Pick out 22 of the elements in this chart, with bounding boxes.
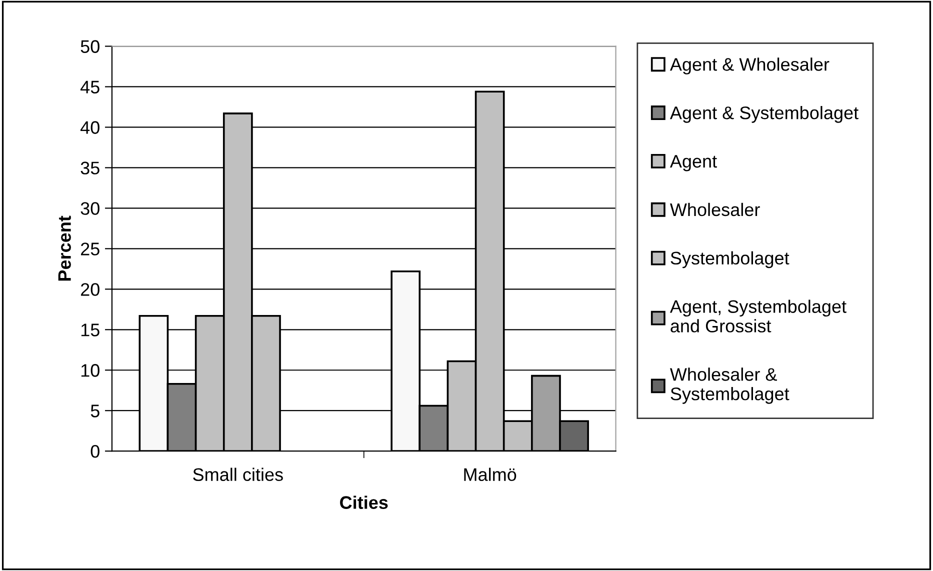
y-tick-label: 20 (80, 283, 100, 296)
y-axis-title: Percent (58, 216, 71, 281)
x-tick-label: Malmö (464, 468, 516, 482)
y-tick-label: 50 (80, 40, 100, 53)
legend-label: Wholesaler & Systembolaget (670, 368, 790, 404)
legend-label: Agent & Systembolaget (670, 106, 858, 123)
y-tick-label: 30 (80, 202, 100, 215)
legend-label: Agent (670, 155, 717, 172)
y-tick-label: 15 (81, 324, 100, 336)
x-axis-title: Cities (340, 496, 388, 509)
legend-label: Wholesaler (670, 202, 760, 216)
y-tick-label: 45 (80, 80, 100, 94)
y-tick-label: 40 (80, 121, 100, 134)
legend-label: Agent & Wholesaler (670, 58, 830, 74)
y-tick-label: 5 (90, 404, 100, 418)
legend-label: Systembolaget (670, 251, 790, 268)
x-tick-label: Small cities (193, 468, 283, 482)
y-tick-label: 35 (80, 162, 100, 174)
y-tick-label: 0 (90, 445, 100, 458)
legend-label: Agent, Systembolaget and Grossist (670, 300, 846, 332)
y-tick-label: 10 (81, 364, 100, 377)
y-tick-label: 25 (80, 242, 100, 256)
